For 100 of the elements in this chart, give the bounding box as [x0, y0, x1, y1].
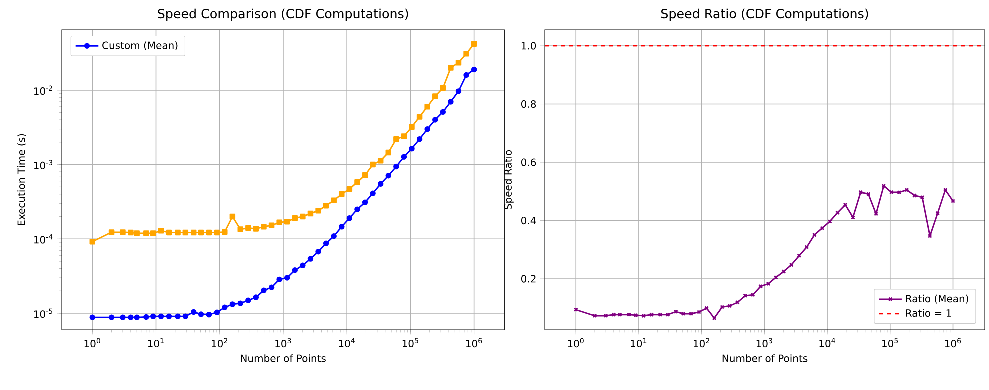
- point: [268, 222, 275, 229]
- x-tick-label: 10$^{3}$: [276, 338, 292, 348]
- point: [268, 284, 275, 290]
- point: [182, 230, 189, 236]
- point: [166, 314, 172, 320]
- point: [276, 220, 282, 226]
- point: [206, 230, 212, 236]
- y-tick-label: 0.4: [522, 216, 536, 225]
- x-tick-label: 10$^{2}$: [212, 338, 228, 348]
- point: [697, 310, 702, 314]
- point: [370, 190, 376, 196]
- x-tick-label: 10$^{4}$: [820, 338, 836, 348]
- point: [766, 282, 771, 286]
- chart-title: Speed Ratio (CDF Computations): [662, 8, 868, 22]
- point: [128, 230, 134, 236]
- point: [432, 117, 438, 123]
- point: [456, 88, 462, 94]
- chart-title: Speed Comparison (CDF Computations): [158, 8, 408, 22]
- point: [253, 294, 260, 300]
- point: [354, 180, 360, 186]
- x-tick-label: 10$^{5}$: [402, 338, 418, 348]
- point: [308, 256, 314, 262]
- x-tick-label: 10$^{0}$: [84, 338, 100, 348]
- point: [308, 210, 314, 217]
- point: [222, 229, 228, 236]
- point: [198, 312, 204, 318]
- y-axis-title: Speed Ratio: [504, 150, 514, 210]
- point: [370, 162, 376, 168]
- point: [401, 154, 408, 160]
- point: [238, 226, 244, 232]
- y-tick-label: 0.2: [522, 275, 536, 283]
- point: [409, 124, 415, 130]
- point: [246, 225, 252, 232]
- point: [292, 216, 298, 222]
- point: [284, 275, 290, 281]
- x-tick-label: 10$^{3}$: [756, 338, 772, 348]
- point: [424, 126, 430, 132]
- point: [175, 230, 181, 236]
- point: [175, 314, 181, 320]
- point: [261, 224, 267, 230]
- x-tick-label: 10$^{6}$: [945, 338, 962, 348]
- point: [150, 314, 156, 320]
- point: [331, 198, 337, 204]
- point: [246, 298, 252, 304]
- point: [323, 203, 330, 209]
- point: [386, 172, 392, 179]
- point: [166, 230, 172, 236]
- point: [339, 192, 345, 198]
- point: [354, 206, 360, 212]
- point: [416, 114, 423, 120]
- legend-label: Custom (Mean): [102, 42, 178, 51]
- y-tick-label: 0.6: [522, 158, 536, 166]
- point: [448, 65, 454, 71]
- point: [331, 234, 337, 240]
- point: [190, 309, 197, 316]
- y-tick-label: 10$^{-4}$: [34, 234, 53, 244]
- point: [238, 300, 244, 306]
- point: [150, 230, 156, 236]
- point: [394, 164, 400, 170]
- point: [300, 214, 306, 220]
- point: [394, 136, 400, 142]
- x-tick-label: 10$^{1}$: [148, 338, 164, 348]
- point: [471, 41, 478, 47]
- y-tick-label: 10$^{-5}$: [34, 308, 52, 318]
- point: [206, 312, 212, 318]
- point: [323, 240, 330, 247]
- x-tick-label: 10$^{5}$: [882, 338, 898, 348]
- point: [346, 216, 353, 222]
- point: [120, 314, 126, 321]
- point: [230, 302, 236, 308]
- y-tick-label: 1.0: [522, 42, 536, 50]
- y-tick-label: 10$^{-2}$: [34, 86, 52, 96]
- y-tick-label: 10$^{-3}$: [34, 160, 53, 170]
- point: [346, 186, 353, 192]
- x-tick-label: 10$^{0}$: [568, 338, 584, 348]
- point: [464, 72, 470, 78]
- point: [362, 200, 368, 206]
- point: [432, 94, 438, 100]
- point: [300, 262, 306, 269]
- legend-label: Ratio = 1: [906, 309, 952, 318]
- point: [214, 230, 220, 236]
- point: [440, 109, 446, 116]
- point: [198, 230, 204, 236]
- point: [120, 230, 126, 236]
- x-tick-label: 10$^{4}$: [339, 338, 355, 348]
- point: [920, 195, 925, 200]
- point: [362, 172, 368, 178]
- x-axis-title: Number of Points: [722, 354, 808, 362]
- point: [284, 218, 290, 225]
- point: [292, 268, 298, 274]
- point: [912, 193, 918, 198]
- point: [743, 294, 748, 298]
- point: [158, 228, 164, 234]
- point: [386, 150, 392, 156]
- point: [401, 134, 408, 140]
- point: [144, 314, 150, 320]
- point: [471, 66, 478, 73]
- point: [378, 158, 384, 164]
- point: [182, 314, 189, 320]
- point: [424, 104, 430, 110]
